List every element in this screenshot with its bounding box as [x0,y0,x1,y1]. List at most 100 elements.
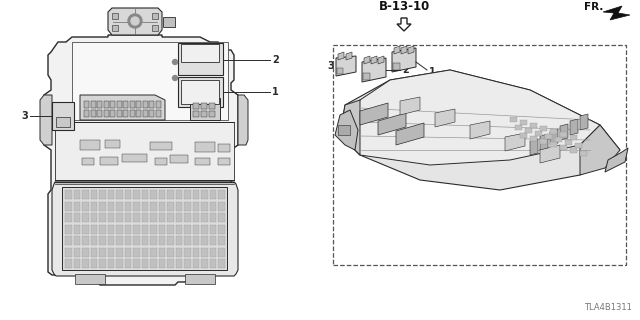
Bar [540,139,547,144]
Bar [167,259,173,268]
Bar [108,202,114,211]
Bar [75,274,105,284]
Bar [141,225,148,234]
Bar [122,154,147,162]
Bar [520,120,527,125]
Bar [65,247,72,257]
Bar [167,247,173,257]
Bar [155,158,167,165]
Bar [530,123,537,128]
Bar [167,213,173,222]
Polygon shape [560,124,568,140]
Bar [74,236,80,245]
Bar [125,236,131,245]
Bar [133,225,140,234]
Bar [209,225,216,234]
Bar [110,101,115,108]
Bar [141,247,148,257]
Bar [209,236,216,245]
Bar [175,202,182,211]
Bar [90,190,97,199]
Bar [149,101,154,108]
Bar [133,190,140,199]
Polygon shape [580,114,588,130]
Bar [184,213,191,222]
Polygon shape [371,56,377,64]
Bar [141,202,148,211]
Text: TLA4B1311: TLA4B1311 [584,303,632,312]
Bar [565,140,572,145]
Bar [184,202,191,211]
Bar [218,213,225,222]
Polygon shape [44,35,238,285]
Bar [80,140,100,150]
Bar [575,143,582,148]
Bar [201,111,207,117]
Bar [338,125,350,135]
Bar [201,259,207,268]
Bar [530,136,537,141]
Bar [184,225,191,234]
Bar [178,43,223,75]
Bar [218,144,230,152]
Bar [90,213,97,222]
Polygon shape [605,148,628,172]
Bar [141,259,148,268]
Polygon shape [550,129,558,145]
Bar [193,103,199,109]
Bar [65,236,72,245]
Bar [116,190,122,199]
Polygon shape [570,119,578,135]
Bar [184,190,191,199]
Bar [116,247,122,257]
Bar [535,131,542,136]
Bar [184,259,191,268]
Bar [99,213,106,222]
Bar [116,236,122,245]
Polygon shape [530,139,538,155]
Bar [560,145,567,150]
Bar [201,225,207,234]
Bar [65,225,72,234]
Bar [159,202,165,211]
Bar [218,202,225,211]
Bar [201,103,207,109]
Bar [201,213,207,222]
Bar [550,142,557,147]
Bar [141,213,148,222]
Bar [218,158,230,165]
Bar [82,202,88,211]
Text: 1: 1 [429,67,436,77]
Polygon shape [40,95,52,145]
Text: 3: 3 [21,111,28,121]
Polygon shape [338,52,344,60]
Bar [570,135,577,140]
Text: B-13-10: B-13-10 [378,0,429,13]
Bar [90,236,97,245]
Polygon shape [392,48,416,72]
Bar [116,213,122,222]
Bar [56,117,70,127]
Bar [74,202,80,211]
Bar [150,190,157,199]
Bar [52,102,74,130]
Bar [218,247,225,257]
Bar [74,259,80,268]
Bar [580,151,587,156]
Polygon shape [396,123,424,145]
Bar [112,25,118,31]
Bar [150,225,157,234]
Bar [123,110,128,117]
Polygon shape [55,122,234,180]
Bar [108,236,114,245]
Polygon shape [362,58,386,82]
Bar [193,111,199,117]
Bar [152,13,158,19]
Polygon shape [336,56,356,76]
Bar [82,213,88,222]
Bar [133,259,140,268]
Bar [141,190,148,199]
Bar [193,259,199,268]
Text: 3: 3 [327,61,334,71]
Bar [175,225,182,234]
